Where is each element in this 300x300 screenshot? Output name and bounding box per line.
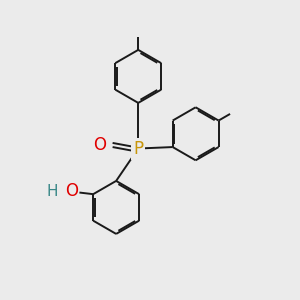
Text: O: O [93, 136, 106, 154]
Text: O: O [65, 182, 79, 200]
Text: P: P [133, 140, 143, 158]
Text: H: H [47, 184, 58, 199]
